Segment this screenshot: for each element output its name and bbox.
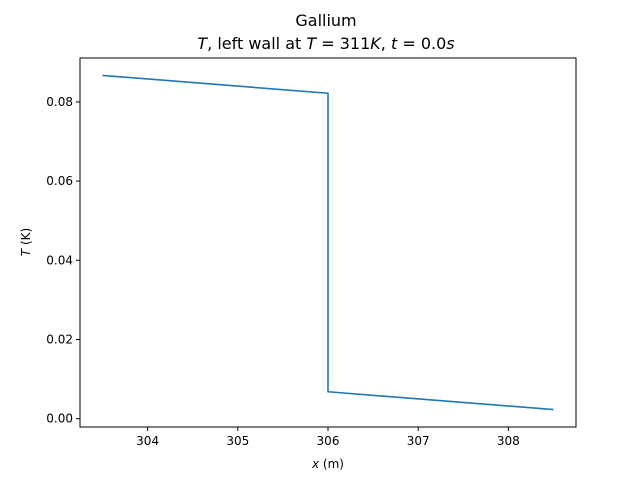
chart-title: Gallium [295, 11, 356, 30]
x-axis-unit: (m) [319, 457, 344, 471]
subtitle-equals-2: = [397, 34, 421, 53]
chart-subtitle: T, left wall at T = 311K, t = 0.0s [197, 34, 454, 53]
y-axis-unit: (K) [19, 228, 33, 249]
subtitle-comma: , [381, 34, 391, 53]
subtitle-t-symbol: T [197, 34, 208, 53]
x-tick-label: 304 [136, 434, 159, 448]
subtitle-seconds: s [446, 34, 454, 53]
y-tick-label: 0.04 [46, 253, 73, 267]
y-axis-label: T (K) [19, 228, 33, 256]
x-tick-label: 306 [317, 434, 340, 448]
x-axis-symbol: x [311, 457, 320, 471]
y-tick-label: 0.08 [46, 95, 73, 109]
y-axis-symbol: T [19, 247, 33, 256]
subtitle-text-1: , left wall at [207, 34, 306, 53]
subtitle-time-value: 0.0 [421, 34, 446, 53]
subtitle-kelvin: K [370, 34, 382, 53]
y-tick-label: 0.06 [46, 174, 73, 188]
x-axis-label: x (m) [311, 457, 344, 471]
x-tick-label: 307 [407, 434, 430, 448]
x-axis-ticks: 304 305 306 307 308 [136, 427, 520, 448]
subtitle-wall-value: 311 [340, 34, 371, 53]
subtitle-time-symbol: t [391, 34, 398, 53]
y-axis-ticks: 0.00 0.02 0.04 0.06 0.08 [46, 95, 80, 426]
y-tick-label: 0.02 [46, 333, 73, 347]
temperature-line [102, 74, 554, 411]
x-tick-label: 305 [226, 434, 249, 448]
subtitle-t-symbol-2: T [306, 34, 317, 53]
series-layer [102, 74, 554, 411]
subtitle-equals-1: = [316, 34, 340, 53]
y-tick-label: 0.00 [46, 412, 73, 426]
x-tick-label: 308 [497, 434, 520, 448]
